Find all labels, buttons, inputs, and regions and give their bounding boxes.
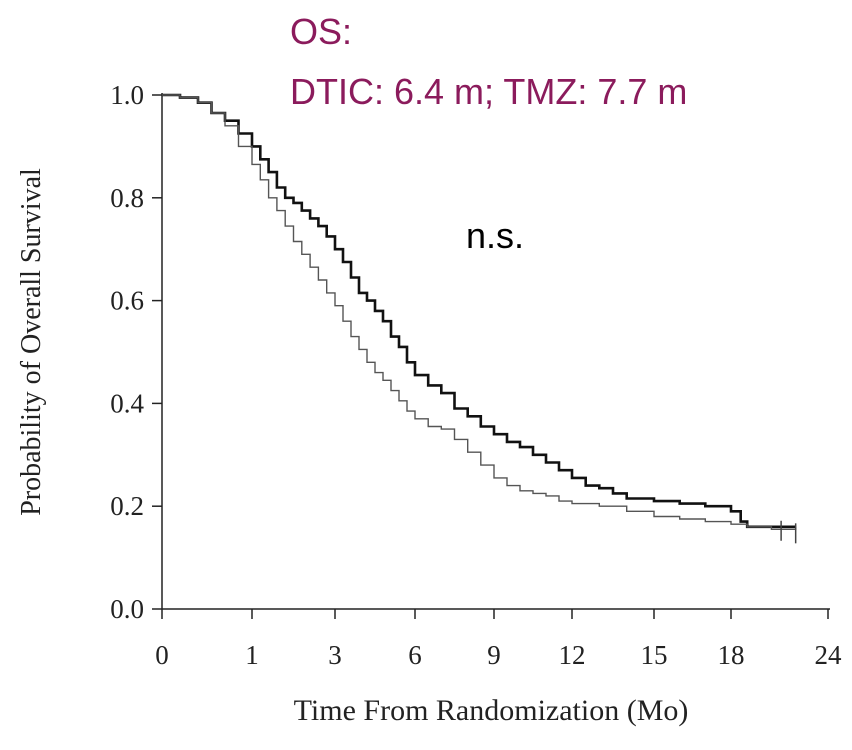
y-tick-label: 0.4 [110, 388, 144, 418]
y-axis-label: Probability of Overall Survival [16, 168, 47, 516]
annotation-os-label: OS: [290, 11, 352, 52]
axes-group: 0.0 0.2 0.4 0.6 0.8 1.0 0 1 3 6 9 12 15 18 24 [110, 80, 842, 670]
annotation-median-survival: DTIC: 6.4 m; TMZ: 7.7 m [290, 71, 687, 112]
y-tick-label: 0.8 [110, 183, 144, 213]
x-tick-label: 9 [487, 640, 501, 670]
x-tick-label: 3 [328, 640, 342, 670]
series-line-2 [162, 94, 797, 530]
x-tick-label: 1 [245, 640, 259, 670]
x-tick-label: 15 [641, 640, 668, 670]
x-tick-label: 12 [559, 640, 586, 670]
y-tick-label: 1.0 [110, 80, 144, 110]
x-tick-label: 6 [408, 640, 422, 670]
x-tick-label: 24 [815, 640, 843, 670]
y-tick-label: 0.6 [110, 286, 144, 316]
x-axis-label: Time From Randomization (Mo) [294, 694, 689, 727]
series-line-1 [162, 93, 796, 529]
y-tick-label: 0.0 [110, 594, 144, 624]
x-tick-label: 0 [155, 640, 169, 670]
annotation-significance: n.s. [466, 215, 524, 256]
y-tick-label: 0.2 [110, 491, 144, 521]
series-group [162, 93, 797, 544]
x-tick-label: 18 [718, 640, 745, 670]
